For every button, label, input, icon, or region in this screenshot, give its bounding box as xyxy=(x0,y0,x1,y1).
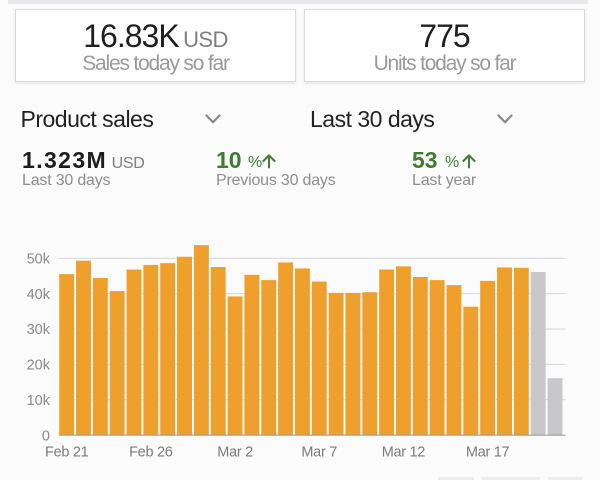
svg-text:Mar 2: Mar 2 xyxy=(217,445,253,461)
svg-text:30k: 30k xyxy=(27,322,51,338)
svg-text:Feb 21: Feb 21 xyxy=(45,445,89,461)
svg-text:50k: 50k xyxy=(27,251,51,267)
svg-text:Mar 17: Mar 17 xyxy=(466,445,510,461)
svg-text:Feb 26: Feb 26 xyxy=(129,445,173,461)
svg-text:0: 0 xyxy=(42,428,50,444)
svg-text:40k: 40k xyxy=(27,287,51,303)
svg-text:Mar 12: Mar 12 xyxy=(382,445,426,461)
svg-text:Mar 7: Mar 7 xyxy=(301,445,337,461)
svg-text:20k: 20k xyxy=(27,358,51,374)
svg-text:10k: 10k xyxy=(27,393,51,409)
